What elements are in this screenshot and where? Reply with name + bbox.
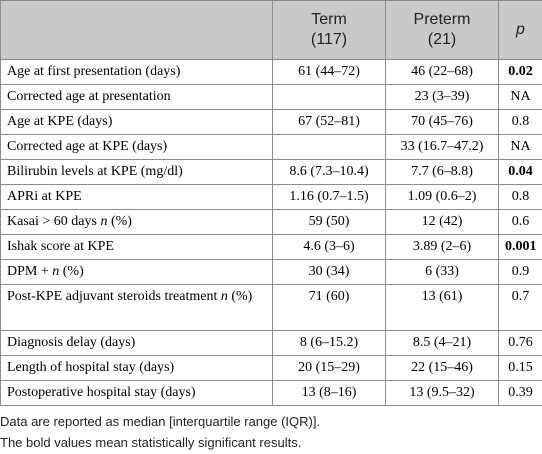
table-row: Corrected age at presentation 23 (3–39) NA (0, 84, 542, 110)
row-label: Postoperative hospital stay (days) (0, 380, 273, 406)
header-p-value: p (498, 0, 542, 60)
cell-preterm: 13 (9.5–32) (385, 380, 499, 406)
cell-term: 13 (8–16) (272, 380, 386, 406)
header-preterm-label: Preterm (413, 11, 471, 28)
cell-p-value: NA (498, 134, 542, 160)
cell-p-value: NA (498, 84, 542, 110)
cell-term: 4.6 (3–6) (272, 234, 386, 260)
cell-p-value: 0.7 (498, 284, 542, 331)
cell-term: 20 (15–29) (272, 355, 386, 381)
header-term-label: Term (311, 11, 347, 28)
cell-preterm: 7.7 (6–8.8) (385, 159, 499, 185)
cell-term: 8 (6–15.2) (272, 330, 386, 356)
header-term-count: (117) (310, 31, 348, 48)
table-footnotes: Data are reported as median [interquarti… (0, 411, 320, 453)
header-preterm: Preterm (21) (385, 0, 499, 60)
row-label: Corrected age at presentation (0, 84, 273, 110)
row-label: Age at KPE (days) (0, 109, 273, 135)
row-label: Diagnosis delay (days) (0, 330, 273, 356)
cell-p-value: 0.8 (498, 109, 542, 135)
cell-preterm: 33 (16.7–47.2) (385, 134, 499, 160)
cell-term: 61 (44–72) (272, 59, 386, 85)
table-row: APRi at KPE 1.16 (0.7–1.5) 1.09 (0.6–2) 0.8 (0, 184, 542, 210)
cell-p-value: 0.39 (498, 380, 542, 406)
cell-preterm: 13 (61) (385, 284, 499, 331)
cell-p-value: 0.8 (498, 184, 542, 210)
table-row: Length of hospital stay (days) 20 (15–29)… (0, 355, 542, 381)
cell-term: 67 (52–81) (272, 109, 386, 135)
footnote-bold: The bold values mean statistically signi… (0, 435, 302, 450)
table-row: Ishak score at KPE 4.6 (3–6) 3.89 (2–6) 0.0… (0, 234, 542, 260)
table-row: DPM + n (%) 30 (34) 6 (33) 0.9 (0, 259, 542, 285)
cell-p-value: 0.76 (498, 330, 542, 356)
cell-preterm: 23 (3–39) (385, 84, 499, 110)
cell-preterm: 22 (15–46) (385, 355, 499, 381)
cell-preterm: 12 (42) (385, 209, 499, 235)
cell-term: 1.16 (0.7–1.5) (272, 184, 386, 210)
row-label: Age at first presentation (days) (0, 59, 273, 85)
table-row: Age at first presentation (days) 61 (44–7… (0, 59, 542, 85)
cell-p-value: 0.15 (498, 355, 542, 381)
row-label: APRi at KPE (0, 184, 273, 210)
header-term: Term (117) (272, 0, 386, 60)
cell-preterm: 1.09 (0.6–2) (385, 184, 499, 210)
cell-p-value: 0.001 (498, 234, 542, 260)
cell-p-value: 0.02 (498, 59, 542, 85)
row-label: Ishak score at KPE (0, 234, 273, 260)
table-row: Age at KPE (days) 67 (52–81) 70 (45–76) 0.8 (0, 109, 542, 135)
comparison-table: Term (117) Preterm (21) p Age at first p… (0, 0, 542, 406)
cell-term: 59 (50) (272, 209, 386, 235)
table-body: Age at first presentation (days) 61 (44–7… (0, 59, 542, 406)
row-label: Bilirubin levels at KPE (mg/dl) (0, 159, 273, 185)
table-row: Post-KPE adjuvant steroids treatment n (… (0, 284, 542, 331)
footnote-median: Data are reported as median [interquarti… (0, 414, 321, 429)
table-row: Postoperative hospital stay (days) 13 (8–… (0, 380, 542, 406)
row-label: Length of hospital stay (days) (0, 355, 273, 381)
row-label: DPM + n (%) (0, 259, 273, 285)
cell-preterm: 3.89 (2–6) (385, 234, 499, 260)
cell-term: 8.6 (7.3–10.4) (272, 159, 386, 185)
cell-term: 30 (34) (272, 259, 386, 285)
table-row: Kasai > 60 days n (%) 59 (50) 12 (42) 0.6 (0, 209, 542, 235)
cell-preterm: 70 (45–76) (385, 109, 499, 135)
header-row: Term (117) Preterm (21) p (0, 0, 542, 60)
row-label: Corrected age at KPE (days) (0, 134, 273, 160)
cell-preterm: 46 (22–68) (385, 59, 499, 85)
cell-p-value: 0.04 (498, 159, 542, 185)
cell-term (272, 134, 386, 160)
header-preterm-count: (21) (427, 31, 457, 48)
table-header: Term (117) Preterm (21) p (0, 0, 542, 60)
header-empty-cell (0, 0, 273, 60)
cell-p-value: 0.6 (498, 209, 542, 235)
cell-preterm: 6 (33) (385, 259, 499, 285)
cell-term: 71 (60) (272, 284, 386, 331)
table-row: Corrected age at KPE (days) 33 (16.7–47.2… (0, 134, 542, 160)
row-label: Kasai > 60 days n (%) (0, 209, 273, 235)
table-row: Bilirubin levels at KPE (mg/dl) 8.6 (7.3–… (0, 159, 542, 185)
cell-term (272, 84, 386, 110)
cell-p-value: 0.9 (498, 259, 542, 285)
table-row: Diagnosis delay (days) 8 (6–15.2) 8.5 (4–2… (0, 330, 542, 356)
row-label: Post-KPE adjuvant steroids treatment n (… (0, 284, 273, 331)
cell-preterm: 8.5 (4–21) (385, 330, 499, 356)
